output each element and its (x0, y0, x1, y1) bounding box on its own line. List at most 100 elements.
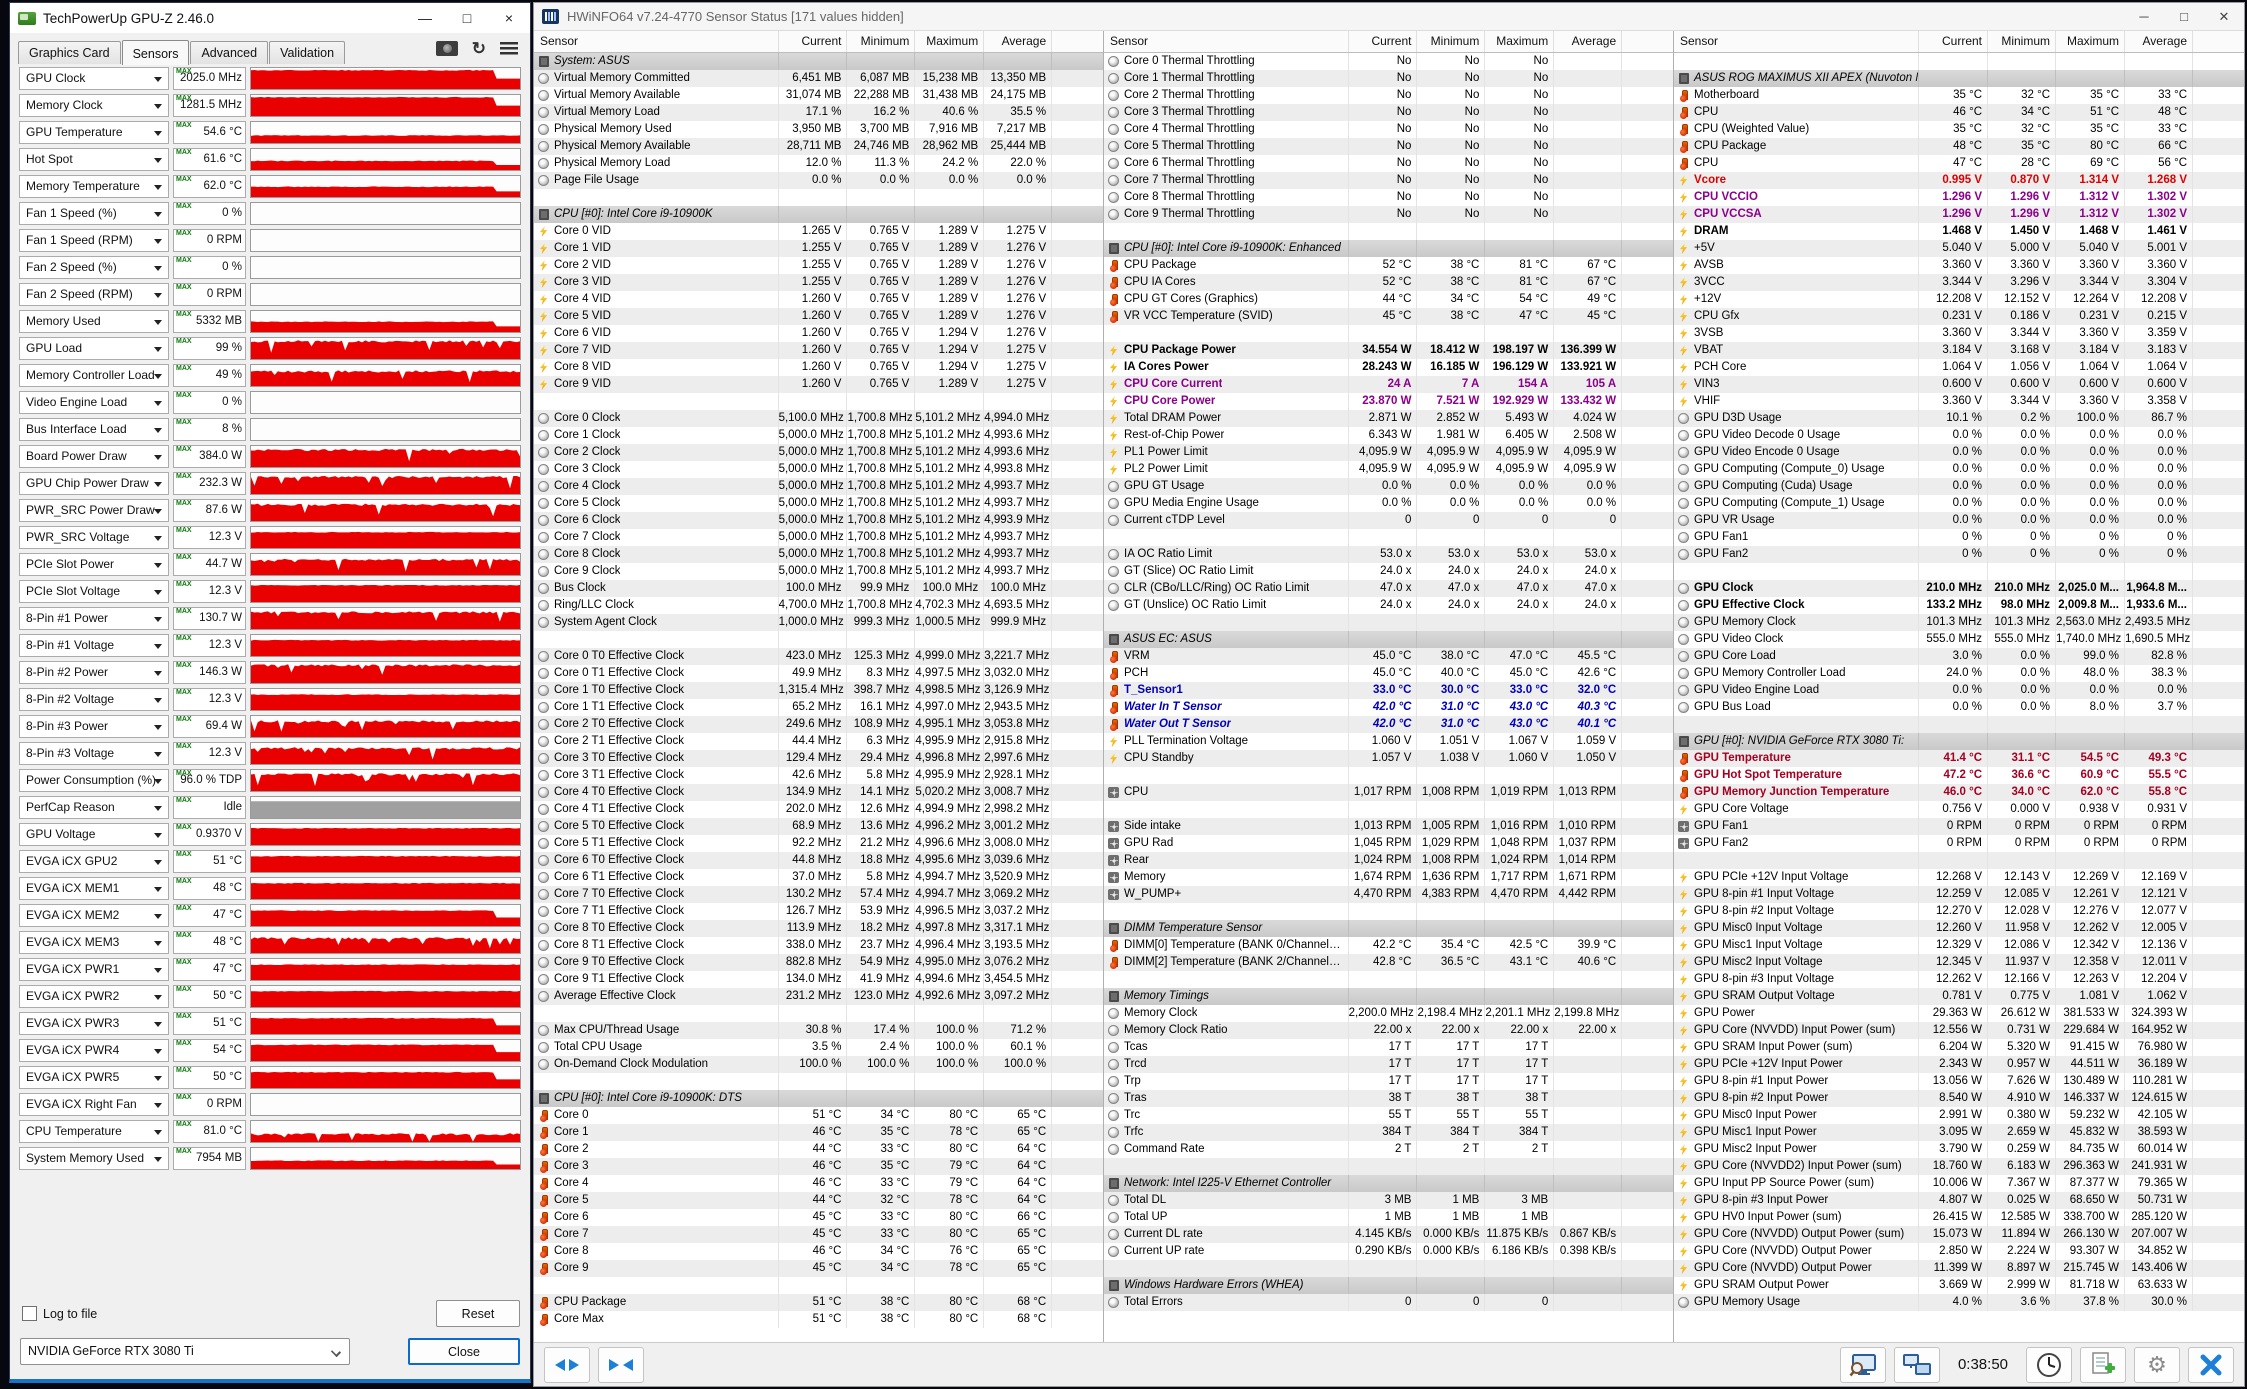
sensor-row[interactable]: W_PUMP+ 4,470 RPM 4,383 RPM 4,470 RPM 4,442 … (1104, 886, 1673, 903)
sensor-section-header[interactable]: ASUS EC: ASUS (1104, 631, 1673, 648)
sensor-row[interactable]: Core 5 44 °C 32 °C 78 °C 64 °C (534, 1192, 1103, 1209)
sensor-row[interactable]: Core 2 44 °C 33 °C 80 °C 64 °C (534, 1141, 1103, 1158)
sensor-row[interactable]: PL2 Power Limit 4,095.9 W 4,095.9 W 4,095.9… (1104, 461, 1673, 478)
sensor-section-header[interactable]: ASUS ROG MAXIMUS XII APEX (Nuvoton NCT..… (1674, 70, 2244, 87)
sensor-select[interactable]: EVGA iCX PWR5 (19, 1066, 169, 1089)
sensor-row[interactable]: Core 4 T0 Effective Clock 134.9 MHz 14.1 M… (534, 784, 1103, 801)
tab-advanced[interactable]: Advanced (190, 41, 269, 64)
clock-button[interactable] (2026, 1346, 2072, 1383)
sensor-row[interactable]: GPU Memory Junction Temperature 46.0 °C 34… (1674, 784, 2244, 801)
sensor-row[interactable]: Core 8 T1 Effective Clock 338.0 MHz 23.7 M… (534, 937, 1103, 954)
sensor-row[interactable]: Rear 1,024 RPM 1,008 RPM 1,024 RPM 1,014 RPM (1104, 852, 1673, 869)
sensor-section-header[interactable]: Windows Hardware Errors (WHEA) (1104, 1277, 1673, 1294)
sensor-row[interactable]: Core 3 T0 Effective Clock 129.4 MHz 29.4 M… (534, 750, 1103, 767)
sensor-row[interactable]: GPU Misc1 Input Power 3.095 W 2.659 W 45.83… (1674, 1124, 2244, 1141)
sensor-row[interactable]: Core 4 46 °C 33 °C 79 °C 64 °C (534, 1175, 1103, 1192)
sensor-select[interactable]: Memory Controller Load (19, 364, 169, 387)
sensor-row[interactable]: Core 6 T0 Effective Clock 44.8 MHz 18.8 MH… (534, 852, 1103, 869)
sensor-select[interactable]: 8-Pin #3 Power (19, 715, 169, 738)
sensor-row[interactable]: Core 6 T1 Effective Clock 37.0 MHz 5.8 MHz… (534, 869, 1103, 886)
column-header-maximum[interactable]: Maximum (915, 31, 985, 52)
hwinfo-minimize-button[interactable]: ─ (2139, 8, 2149, 24)
column-header-sensor[interactable]: Sensor (1674, 31, 1919, 52)
sensor-row[interactable]: Core 0 VID 1.265 V 0.765 V 1.289 V 1.275 V (534, 223, 1103, 240)
sensor-select[interactable]: 8-Pin #2 Power (19, 661, 169, 684)
sensor-row[interactable]: DRAM 1.468 V 1.450 V 1.468 V 1.461 V (1674, 223, 2244, 240)
screenshot-camera-icon[interactable] (435, 41, 458, 56)
sensor-row[interactable]: Tcas 17 T 17 T 17 T (1104, 1039, 1673, 1056)
sensor-row[interactable]: T_Sensor1 33.0 °C 30.0 °C 33.0 °C 32.0 °C (1104, 682, 1673, 699)
sensor-row[interactable]: CPU Package 52 °C 38 °C 81 °C 67 °C (1104, 257, 1673, 274)
sensor-row[interactable]: Core 4 T1 Effective Clock 202.0 MHz 12.6 M… (534, 801, 1103, 818)
sensor-row[interactable]: AVSB 3.360 V 3.360 V 3.360 V 3.360 V (1674, 257, 2244, 274)
sensor-row[interactable]: CPU Package Power 34.554 W 18.412 W 198.197… (1104, 342, 1673, 359)
sensor-row[interactable]: GPU Core (NVVDD) Output Power 2.850 W 2.22… (1674, 1243, 2244, 1260)
sensor-row[interactable]: Core 1 T0 Effective Clock 1,315.4 MHz 398.… (534, 682, 1103, 699)
sensor-row[interactable]: Total DRAM Power 2.871 W 2.852 W 5.493 W 4.0… (1104, 410, 1673, 427)
sensor-row[interactable]: Core 4 VID 1.260 V 0.765 V 1.289 V 1.276 V (534, 291, 1103, 308)
sensor-row[interactable]: VHIF 3.360 V 3.344 V 3.360 V 3.358 V (1674, 393, 2244, 410)
sensor-select[interactable]: EVGA iCX MEM1 (19, 877, 169, 900)
sensor-row[interactable]: GPU Core (NVVDD) Output Power 11.399 W 8.8… (1674, 1260, 2244, 1277)
sensor-row[interactable]: Core 7 VID 1.260 V 0.765 V 1.294 V 1.275 V (534, 342, 1103, 359)
gpuz-titlebar[interactable]: TechPowerUp GPU-Z 2.46.0 — □ × (10, 3, 530, 33)
sensor-row[interactable]: Core 3 Thermal Throttling No No No (1104, 104, 1673, 121)
sensor-row[interactable]: Core 4 Clock 5,000.0 MHz 1,700.8 MHz 5,101.… (534, 478, 1103, 495)
sensor-row[interactable]: Water Out T Sensor 42.0 °C 31.0 °C 43.0 °C 4… (1104, 716, 1673, 733)
sensor-row[interactable]: Core 6 Clock 5,000.0 MHz 1,700.8 MHz 5,101.… (534, 512, 1103, 529)
sensor-row[interactable]: GT (Slice) OC Ratio Limit 24.0 x 24.0 x 24.… (1104, 563, 1673, 580)
sensor-row[interactable]: Core 0 51 °C 34 °C 80 °C 65 °C (534, 1107, 1103, 1124)
sensor-select[interactable]: Fan 1 Speed (RPM) (19, 229, 169, 252)
sensor-row[interactable]: Page File Usage 0.0 % 0.0 % 0.0 % 0.0 % (534, 172, 1103, 189)
sensor-row[interactable]: CPU VCCSA 1.296 V 1.296 V 1.312 V 1.302 V (1674, 206, 2244, 223)
sensor-select[interactable]: Video Engine Load (19, 391, 169, 414)
sensor-select[interactable]: EVGA iCX MEM3 (19, 931, 169, 954)
menu-icon[interactable] (500, 42, 518, 55)
sensor-row[interactable]: Core 6 Thermal Throttling No No No (1104, 155, 1673, 172)
sensor-row[interactable]: GPU Fan2 0 RPM 0 RPM 0 RPM 0 RPM (1674, 835, 2244, 852)
sensor-row[interactable]: VRM 45.0 °C 38.0 °C 47.0 °C 45.5 °C (1104, 648, 1673, 665)
sensor-row[interactable]: GPU Core (NVVDD) Input Power (sum) 12.556… (1674, 1022, 2244, 1039)
column-header-sensor[interactable]: Sensor (534, 31, 779, 52)
sensor-row[interactable]: GPU VR Usage 0.0 % 0.0 % 0.0 % 0.0 % (1674, 512, 2244, 529)
sensor-row[interactable]: Bus Clock 100.0 MHz 99.9 MHz 100.0 MHz 100.0… (534, 580, 1103, 597)
sensor-row[interactable]: Core 4 Thermal Throttling No No No (1104, 121, 1673, 138)
sensor-row[interactable]: PCH Core 1.064 V 1.056 V 1.064 V 1.064 V (1674, 359, 2244, 376)
sensor-section-header[interactable]: CPU [#0]: Intel Core i9-10900K (534, 206, 1103, 223)
sensor-select[interactable]: Fan 2 Speed (%) (19, 256, 169, 279)
sensor-row[interactable]: GPU Memory Usage 4.0 % 3.6 % 37.8 % 30.0 % (1674, 1294, 2244, 1311)
sensor-row[interactable]: GPU Rad 1,045 RPM 1,029 RPM 1,048 RPM 1,037 … (1104, 835, 1673, 852)
sensor-select[interactable]: System Memory Used (19, 1147, 169, 1170)
column-header-current[interactable]: Current (1919, 31, 1988, 52)
sensor-select[interactable]: PWR_SRC Power Draw (19, 499, 169, 522)
sensor-row[interactable]: Physical Memory Used 3,950 MB 3,700 MB 7,91… (534, 121, 1103, 138)
sensor-select[interactable]: EVGA iCX PWR1 (19, 958, 169, 981)
column-header-minimum[interactable]: Minimum (1417, 31, 1486, 52)
sensor-row[interactable]: Core 2 VID 1.255 V 0.765 V 1.289 V 1.276 V (534, 257, 1103, 274)
column-header-average[interactable]: Average (984, 31, 1053, 52)
sensor-select[interactable]: GPU Voltage (19, 823, 169, 846)
sensor-row[interactable]: CPU Gfx 0.231 V 0.186 V 0.231 V 0.215 V (1674, 308, 2244, 325)
sensor-select[interactable]: Hot Spot (19, 148, 169, 171)
sensor-row[interactable]: Core 8 Thermal Throttling No No No (1104, 189, 1673, 206)
sensor-select[interactable]: GPU Load (19, 337, 169, 360)
sensor-row[interactable]: GPU Effective Clock 133.2 MHz 98.0 MHz 2,00… (1674, 597, 2244, 614)
column-header-maximum[interactable]: Maximum (1485, 31, 1555, 52)
sensor-section-header[interactable]: Network: Intel I225-V Ethernet Controlle… (1104, 1175, 1673, 1192)
sensor-row[interactable]: Core 0 T0 Effective Clock 423.0 MHz 125.3 … (534, 648, 1103, 665)
sensor-row[interactable]: Core 2 T1 Effective Clock 44.4 MHz 6.3 MHz… (534, 733, 1103, 750)
sensor-select[interactable]: EVGA iCX Right Fan (19, 1093, 169, 1116)
sensor-row[interactable]: Physical Memory Available 28,711 MB 24,746… (534, 138, 1103, 155)
sensor-row[interactable]: CPU (Weighted Value) 35 °C 32 °C 35 °C 33 °C (1674, 121, 2244, 138)
sensor-row[interactable]: Tras 38 T 38 T 38 T (1104, 1090, 1673, 1107)
sensor-row[interactable]: GPU Bus Load 0.0 % 0.0 % 8.0 % 3.7 % (1674, 699, 2244, 716)
sensor-row[interactable]: CPU IA Cores 52 °C 38 °C 81 °C 67 °C (1104, 274, 1673, 291)
sensor-row[interactable]: GPU HV0 Input Power (sum) 26.415 W 12.585 … (1674, 1209, 2244, 1226)
sensor-row[interactable]: DIMM[0] Temperature (BANK 0/ChannelA-DIM… (1104, 937, 1673, 954)
sensor-row[interactable]: GPU Power 29.363 W 26.612 W 381.533 W 324.39… (1674, 1005, 2244, 1022)
column-header-current[interactable]: Current (779, 31, 848, 52)
column-header-average[interactable]: Average (1554, 31, 1623, 52)
